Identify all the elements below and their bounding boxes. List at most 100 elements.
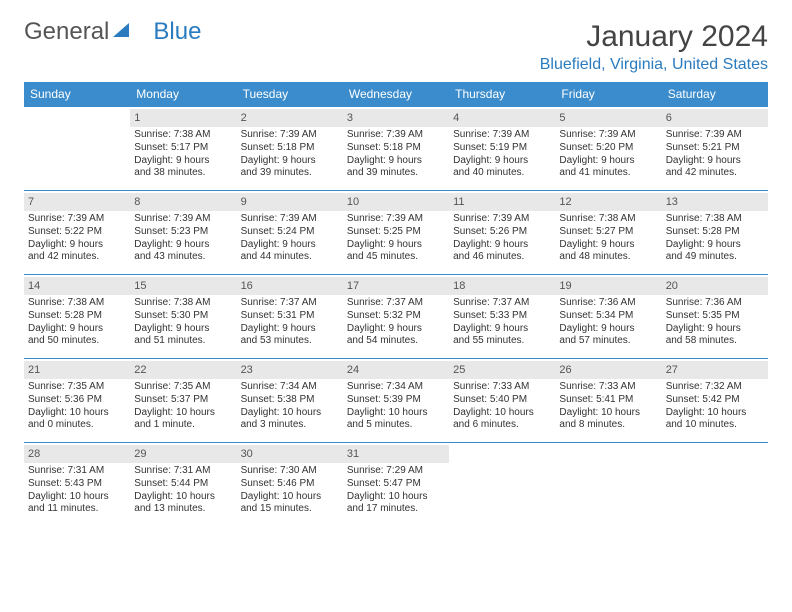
weekday-header: Tuesday <box>237 82 343 107</box>
calendar-week-row: 14Sunrise: 7:38 AMSunset: 5:28 PMDayligh… <box>24 275 768 359</box>
cell-body: Sunrise: 7:30 AMSunset: 5:46 PMDaylight:… <box>241 465 339 516</box>
cell-body: Sunrise: 7:36 AMSunset: 5:34 PMDaylight:… <box>559 297 657 348</box>
sunrise-text: Sunrise: 7:39 AM <box>241 213 339 226</box>
weekday-header: Wednesday <box>343 82 449 107</box>
day-number: 29 <box>130 445 236 463</box>
sunrise-text: Sunrise: 7:36 AM <box>559 297 657 310</box>
daylight1-text: Daylight: 9 hours <box>559 155 657 168</box>
daylight2-text: and 54 minutes. <box>347 335 445 348</box>
calendar-cell: 7Sunrise: 7:39 AMSunset: 5:22 PMDaylight… <box>24 191 130 275</box>
daylight2-text: and 17 minutes. <box>347 503 445 516</box>
sunset-text: Sunset: 5:31 PM <box>241 310 339 323</box>
calendar-cell: 3Sunrise: 7:39 AMSunset: 5:18 PMDaylight… <box>343 107 449 191</box>
calendar-week-row: 21Sunrise: 7:35 AMSunset: 5:36 PMDayligh… <box>24 359 768 443</box>
cell-body: Sunrise: 7:38 AMSunset: 5:27 PMDaylight:… <box>559 213 657 264</box>
calendar-cell <box>449 443 555 527</box>
cell-body: Sunrise: 7:37 AMSunset: 5:32 PMDaylight:… <box>347 297 445 348</box>
sunset-text: Sunset: 5:19 PM <box>453 142 551 155</box>
sunrise-text: Sunrise: 7:33 AM <box>453 381 551 394</box>
cell-body: Sunrise: 7:38 AMSunset: 5:30 PMDaylight:… <box>134 297 232 348</box>
daylight2-text: and 51 minutes. <box>134 335 232 348</box>
sunrise-text: Sunrise: 7:38 AM <box>134 129 232 142</box>
cell-body: Sunrise: 7:37 AMSunset: 5:33 PMDaylight:… <box>453 297 551 348</box>
daylight2-text: and 38 minutes. <box>134 167 232 180</box>
day-number: 6 <box>662 109 768 127</box>
sunrise-text: Sunrise: 7:38 AM <box>28 297 126 310</box>
cell-body: Sunrise: 7:32 AMSunset: 5:42 PMDaylight:… <box>666 381 764 432</box>
cell-body: Sunrise: 7:39 AMSunset: 5:20 PMDaylight:… <box>559 129 657 180</box>
day-number: 18 <box>449 277 555 295</box>
daylight1-text: Daylight: 9 hours <box>28 323 126 336</box>
sunrise-text: Sunrise: 7:39 AM <box>453 213 551 226</box>
day-number: 20 <box>662 277 768 295</box>
sunset-text: Sunset: 5:40 PM <box>453 394 551 407</box>
logo-text-general: General <box>24 20 109 44</box>
sunset-text: Sunset: 5:22 PM <box>28 226 126 239</box>
logo: General Blue <box>24 20 201 44</box>
calendar-cell: 11Sunrise: 7:39 AMSunset: 5:26 PMDayligh… <box>449 191 555 275</box>
calendar-cell: 10Sunrise: 7:39 AMSunset: 5:25 PMDayligh… <box>343 191 449 275</box>
weekday-header-row: Sunday Monday Tuesday Wednesday Thursday… <box>24 82 768 107</box>
sunrise-text: Sunrise: 7:32 AM <box>666 381 764 394</box>
cell-body: Sunrise: 7:36 AMSunset: 5:35 PMDaylight:… <box>666 297 764 348</box>
day-number: 23 <box>237 361 343 379</box>
sunrise-text: Sunrise: 7:38 AM <box>559 213 657 226</box>
sunset-text: Sunset: 5:26 PM <box>453 226 551 239</box>
cell-body: Sunrise: 7:39 AMSunset: 5:26 PMDaylight:… <box>453 213 551 264</box>
daylight1-text: Daylight: 9 hours <box>134 323 232 336</box>
sunrise-text: Sunrise: 7:38 AM <box>666 213 764 226</box>
sunrise-text: Sunrise: 7:39 AM <box>347 129 445 142</box>
calendar-cell: 19Sunrise: 7:36 AMSunset: 5:34 PMDayligh… <box>555 275 661 359</box>
day-number: 9 <box>237 193 343 211</box>
sunrise-text: Sunrise: 7:30 AM <box>241 465 339 478</box>
sunrise-text: Sunrise: 7:39 AM <box>347 213 445 226</box>
daylight2-text: and 46 minutes. <box>453 251 551 264</box>
cell-body: Sunrise: 7:39 AMSunset: 5:18 PMDaylight:… <box>241 129 339 180</box>
daylight1-text: Daylight: 10 hours <box>241 491 339 504</box>
calendar-cell: 30Sunrise: 7:30 AMSunset: 5:46 PMDayligh… <box>237 443 343 527</box>
calendar-cell: 13Sunrise: 7:38 AMSunset: 5:28 PMDayligh… <box>662 191 768 275</box>
calendar-cell <box>662 443 768 527</box>
daylight1-text: Daylight: 9 hours <box>666 239 764 252</box>
calendar-cell: 9Sunrise: 7:39 AMSunset: 5:24 PMDaylight… <box>237 191 343 275</box>
day-number: 8 <box>130 193 236 211</box>
weekday-header: Saturday <box>662 82 768 107</box>
logo-sail-icon <box>111 20 133 44</box>
cell-body: Sunrise: 7:39 AMSunset: 5:21 PMDaylight:… <box>666 129 764 180</box>
daylight2-text: and 11 minutes. <box>28 503 126 516</box>
daylight2-text: and 58 minutes. <box>666 335 764 348</box>
sunrise-text: Sunrise: 7:37 AM <box>453 297 551 310</box>
cell-body: Sunrise: 7:35 AMSunset: 5:36 PMDaylight:… <box>28 381 126 432</box>
daylight2-text: and 50 minutes. <box>28 335 126 348</box>
sunset-text: Sunset: 5:42 PM <box>666 394 764 407</box>
daylight1-text: Daylight: 10 hours <box>666 407 764 420</box>
calendar-table: Sunday Monday Tuesday Wednesday Thursday… <box>24 82 768 527</box>
sunrise-text: Sunrise: 7:31 AM <box>28 465 126 478</box>
daylight2-text: and 53 minutes. <box>241 335 339 348</box>
day-number: 26 <box>555 361 661 379</box>
calendar-cell <box>24 107 130 191</box>
sunset-text: Sunset: 5:28 PM <box>28 310 126 323</box>
daylight1-text: Daylight: 9 hours <box>347 155 445 168</box>
logo-text-blue: Blue <box>153 20 201 44</box>
sunrise-text: Sunrise: 7:39 AM <box>241 129 339 142</box>
day-number: 31 <box>343 445 449 463</box>
daylight2-text: and 39 minutes. <box>347 167 445 180</box>
daylight1-text: Daylight: 9 hours <box>347 239 445 252</box>
daylight2-text: and 8 minutes. <box>559 419 657 432</box>
sunset-text: Sunset: 5:28 PM <box>666 226 764 239</box>
sunset-text: Sunset: 5:18 PM <box>347 142 445 155</box>
sunset-text: Sunset: 5:27 PM <box>559 226 657 239</box>
daylight1-text: Daylight: 9 hours <box>241 323 339 336</box>
calendar-cell: 17Sunrise: 7:37 AMSunset: 5:32 PMDayligh… <box>343 275 449 359</box>
daylight1-text: Daylight: 10 hours <box>28 407 126 420</box>
daylight2-text: and 43 minutes. <box>134 251 232 264</box>
weekday-header: Thursday <box>449 82 555 107</box>
daylight1-text: Daylight: 10 hours <box>347 407 445 420</box>
daylight1-text: Daylight: 9 hours <box>666 155 764 168</box>
calendar-week-row: 7Sunrise: 7:39 AMSunset: 5:22 PMDaylight… <box>24 191 768 275</box>
sunset-text: Sunset: 5:33 PM <box>453 310 551 323</box>
day-number: 24 <box>343 361 449 379</box>
daylight1-text: Daylight: 10 hours <box>347 491 445 504</box>
sunrise-text: Sunrise: 7:31 AM <box>134 465 232 478</box>
